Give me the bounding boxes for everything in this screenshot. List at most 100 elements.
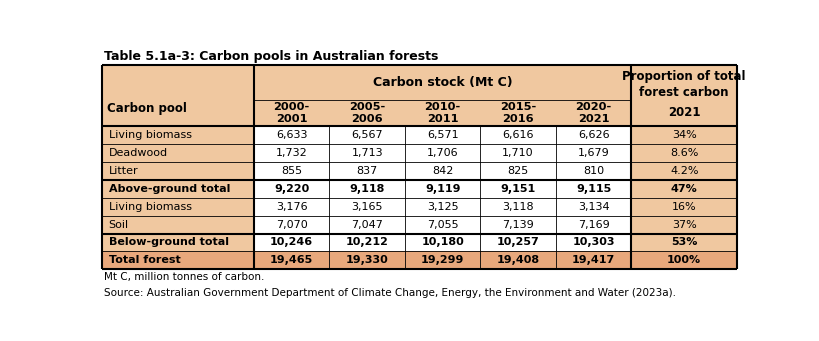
Bar [481,198,556,216]
Text: 19,299: 19,299 [421,255,464,265]
Text: 53%: 53% [671,237,698,248]
Text: 7,169: 7,169 [577,220,609,229]
Text: 2005-
2006: 2005- 2006 [349,102,385,124]
Text: 9,151: 9,151 [500,184,536,194]
Text: 10,246: 10,246 [270,237,314,248]
Bar [254,126,329,144]
Bar [102,251,254,269]
Bar [254,234,329,251]
Bar [405,162,481,180]
Text: Soil: Soil [109,220,129,229]
Bar [254,216,329,234]
Bar [631,180,737,198]
Text: 47%: 47% [671,184,698,194]
Bar [556,126,631,144]
Bar [102,126,254,144]
Text: 10,180: 10,180 [421,237,464,248]
Bar [405,234,481,251]
Bar [481,180,556,198]
Text: 3,176: 3,176 [276,202,308,212]
Text: Living biomass: Living biomass [109,202,192,212]
Text: 1,732: 1,732 [276,148,308,158]
Text: 7,139: 7,139 [502,220,534,229]
Text: 10,257: 10,257 [497,237,540,248]
Bar [254,64,631,100]
Bar [631,198,737,216]
Text: 1,713: 1,713 [351,148,383,158]
Bar [254,251,329,269]
Text: 837: 837 [356,166,378,176]
Text: 9,115: 9,115 [576,184,611,194]
Bar [329,162,405,180]
Text: 7,055: 7,055 [427,220,459,229]
Text: Table 5.1a-3: Carbon pools in Australian forests: Table 5.1a-3: Carbon pools in Australian… [104,50,438,63]
Text: 2020-
2021: 2020- 2021 [576,102,612,124]
Text: 9,118: 9,118 [350,184,385,194]
Text: 825: 825 [508,166,529,176]
Bar [254,198,329,216]
Bar [556,144,631,162]
Bar [102,234,254,251]
Bar [102,162,254,180]
Text: 1,706: 1,706 [427,148,459,158]
Text: 10,212: 10,212 [346,237,389,248]
Text: 37%: 37% [672,220,697,229]
Text: 19,417: 19,417 [572,255,615,265]
Bar [254,144,329,162]
Text: 6,633: 6,633 [276,130,307,140]
Bar [329,100,405,126]
Text: Total forest: Total forest [109,255,180,265]
Bar [556,216,631,234]
Bar [102,64,254,126]
Bar [329,198,405,216]
Bar [254,162,329,180]
Bar [329,180,405,198]
Text: Carbon pool: Carbon pool [107,102,188,115]
Bar [405,251,481,269]
Bar [329,234,405,251]
Bar [254,180,329,198]
Text: 9,119: 9,119 [425,184,460,194]
Text: 8.6%: 8.6% [670,148,699,158]
Bar [405,126,481,144]
Text: 2015-
2016: 2015- 2016 [500,102,536,124]
Bar [329,251,405,269]
Bar [481,162,556,180]
Bar [631,251,737,269]
Bar [481,234,556,251]
Text: 6,626: 6,626 [577,130,609,140]
Bar [481,126,556,144]
Text: 3,165: 3,165 [351,202,383,212]
Bar [329,216,405,234]
Text: 1,679: 1,679 [577,148,609,158]
Text: 10,303: 10,303 [572,237,615,248]
Text: 2000-
2001: 2000- 2001 [274,102,310,124]
Text: Living biomass: Living biomass [109,130,192,140]
Bar [102,216,254,234]
Text: 810: 810 [583,166,604,176]
Bar [102,180,254,198]
Text: 4.2%: 4.2% [670,166,699,176]
Text: 19,330: 19,330 [346,255,388,265]
Bar [254,100,329,126]
Bar [631,234,737,251]
Text: 7,047: 7,047 [351,220,383,229]
Text: 6,616: 6,616 [502,130,534,140]
Text: Litter: Litter [109,166,138,176]
Bar [631,126,737,144]
Bar [556,180,631,198]
Text: Above-ground total: Above-ground total [109,184,230,194]
Bar [631,216,737,234]
Bar [405,198,481,216]
Text: 6,567: 6,567 [351,130,383,140]
Bar [405,144,481,162]
Bar [556,100,631,126]
Bar [481,216,556,234]
Text: 855: 855 [281,166,302,176]
Text: Mt C, million tonnes of carbon.: Mt C, million tonnes of carbon. [104,272,264,282]
Bar [405,216,481,234]
Text: 6,571: 6,571 [427,130,459,140]
Text: Proportion of total
forest carbon: Proportion of total forest carbon [622,70,746,99]
Text: 19,408: 19,408 [496,255,540,265]
Text: 1,710: 1,710 [502,148,534,158]
